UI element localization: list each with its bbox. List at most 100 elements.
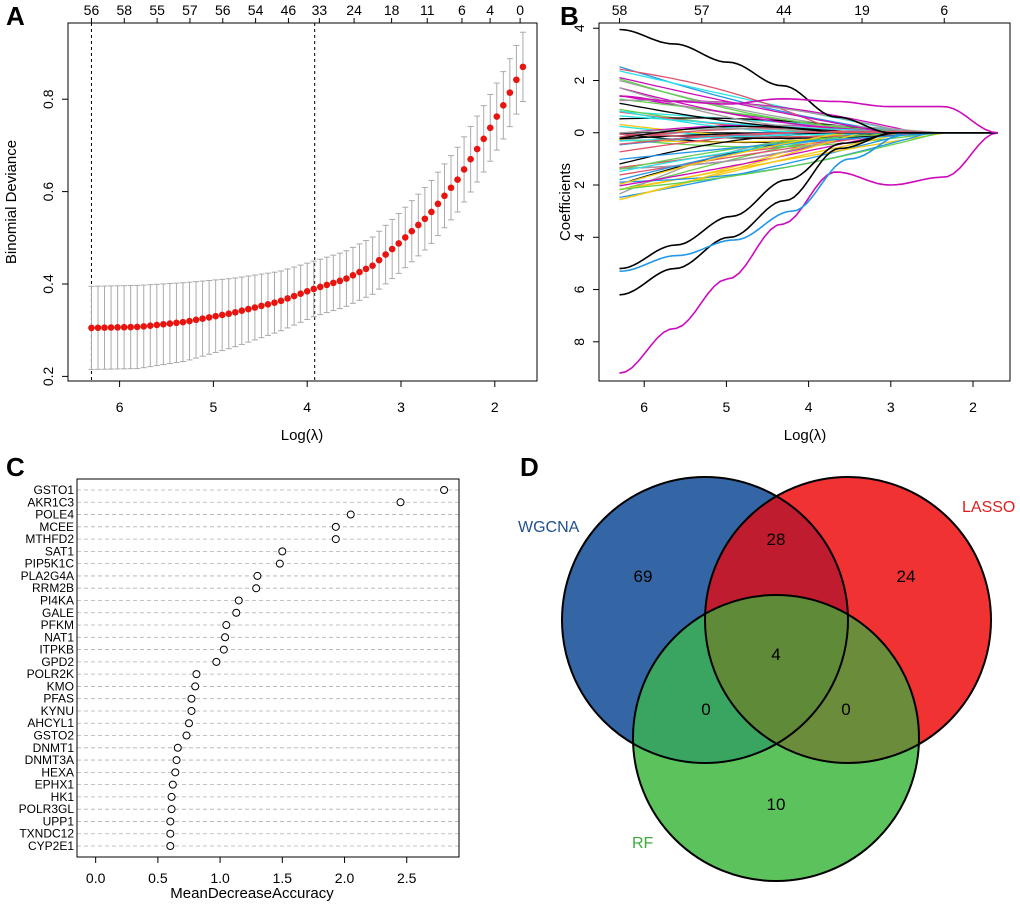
coef-path	[619, 132, 998, 191]
importance-point	[221, 633, 230, 642]
cv-point	[310, 285, 318, 293]
x-tick-label: 2.5	[397, 870, 417, 886]
coef-path	[619, 132, 998, 170]
top-tick-label: 11	[420, 2, 435, 18]
cv-point	[506, 89, 514, 96]
x-tick-label: 6	[116, 399, 124, 415]
panel-b-axes: 6 5 4 3 2 4 2 0 2 4 6 8 58 57 44 19 6	[571, 2, 977, 415]
importance-point	[234, 596, 243, 605]
venn-set-outline	[632, 594, 920, 882]
cv-point	[316, 283, 324, 291]
cv-point	[388, 245, 396, 253]
importance-point	[187, 694, 196, 703]
gene-label: POLE4	[35, 508, 74, 522]
panel-b-label: B	[560, 1, 579, 31]
panel-a-label: A	[6, 1, 25, 31]
cv-point	[133, 323, 141, 331]
cv-point	[146, 322, 154, 329]
importance-point	[440, 486, 449, 494]
panel-b-frame	[598, 22, 1011, 382]
importance-point	[192, 670, 201, 679]
panel-a-axes: 6 5 4 3 20.20.40.60.856 58 55 57 56 54 46 33 24 18 11 6…	[40, 2, 524, 415]
importance-point	[166, 817, 175, 826]
cv-point	[401, 234, 409, 241]
cv-point	[199, 315, 206, 322]
coef-path	[619, 132, 998, 199]
x-tick-label: 2	[491, 399, 499, 415]
coef-path	[619, 132, 998, 138]
cv-point	[218, 311, 226, 319]
panel-b-ylabel: Coefficients	[557, 163, 574, 241]
top-tick-label: 6	[458, 2, 466, 18]
importance-point	[173, 743, 182, 752]
panel-c: C GSTO1AKR1C3POLE4MCEEMTHFD2SAT1PIP5K1CP…	[6, 452, 460, 902]
x-tick-label: 2.0	[335, 870, 355, 886]
coef-path-major	[619, 132, 998, 272]
importance-point	[232, 608, 241, 617]
y-tick-label: 4	[571, 233, 587, 241]
venn-diagram: 69 24 10 28 0 0 4 WGCNA LASSO RF	[518, 476, 1015, 882]
top-tick-label: 54	[248, 2, 264, 18]
importance-point	[219, 645, 228, 654]
importance-point	[278, 547, 287, 556]
importance-point	[182, 731, 191, 740]
importance-point	[187, 706, 196, 715]
cv-point	[186, 317, 193, 325]
cv-point	[303, 288, 311, 295]
x-tick-label: 5	[723, 399, 731, 415]
importance-point	[172, 756, 181, 765]
panel-a-frame	[67, 22, 538, 382]
coef-path	[619, 76, 998, 134]
cv-point	[277, 297, 285, 305]
cv-point	[519, 63, 527, 71]
x-tick-label: 5	[209, 399, 217, 415]
gene-label: POLR2K	[27, 667, 74, 681]
importance-point	[171, 768, 180, 777]
importance-point	[167, 792, 176, 801]
y-tick-label: 0.4	[40, 274, 56, 294]
panel-c-frame	[76, 478, 460, 858]
gene-label: GSTO1	[34, 483, 75, 497]
coef-path-major	[619, 28, 998, 134]
cv-point	[493, 113, 501, 120]
panel-b: B 6 5 4 3 2 4 2 0 2 4 6 8 58 57 44 19 6 Log(λ) Coefficie…	[557, 1, 1011, 444]
y-tick-label: 2	[571, 181, 587, 189]
cv-point	[114, 324, 121, 331]
panel-d-label: D	[520, 452, 539, 482]
coef-path	[619, 132, 998, 185]
top-tick-label: 55	[149, 2, 165, 18]
panel-d: D 69 24 10 28 0 0 4 WGCNA LASSO RF	[518, 452, 1015, 882]
cv-point	[212, 312, 219, 320]
coef-path	[619, 131, 998, 145]
cv-point	[467, 155, 474, 163]
panel-c-axes: GSTO1AKR1C3POLE4MCEEMTHFD2SAT1PIP5K1CPLA…	[19, 483, 417, 886]
cv-point	[330, 279, 337, 287]
cv-point	[284, 295, 291, 302]
y-tick-label: 6	[571, 285, 587, 293]
cv-point	[245, 305, 252, 313]
cv-point	[460, 166, 468, 173]
gene-label: PIP5K1C	[25, 557, 75, 571]
cv-point	[140, 323, 148, 330]
cv-point	[500, 102, 507, 109]
importance-point	[166, 842, 175, 850]
cv-point	[258, 302, 265, 310]
cv-point	[120, 323, 128, 331]
cv-point	[513, 76, 520, 84]
cv-point	[88, 324, 95, 332]
cv-point	[205, 314, 213, 321]
cv-point	[323, 281, 331, 289]
venn-count-lasso-rf: 0	[841, 700, 850, 719]
cv-point	[454, 176, 461, 183]
gene-label: EPHX1	[35, 778, 75, 792]
gene-label: GALE	[42, 606, 74, 620]
x-tick-label: 4	[805, 399, 813, 415]
cv-point	[225, 310, 233, 318]
venn-label-lasso: LASSO	[962, 499, 1015, 516]
importance-point	[331, 522, 340, 531]
coef-path	[619, 132, 998, 171]
x-tick-label: 1.5	[273, 870, 293, 886]
x-tick-label: 2	[969, 399, 977, 415]
gene-label: DNMT1	[33, 741, 75, 755]
x-tick-label: 3	[397, 399, 405, 415]
